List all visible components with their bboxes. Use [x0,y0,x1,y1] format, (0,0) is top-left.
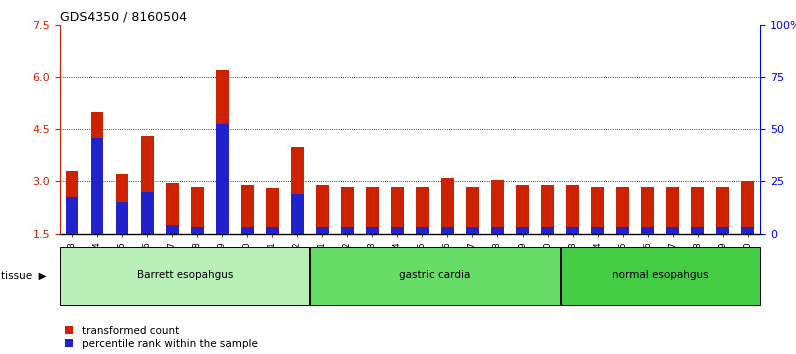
Bar [341,187,353,234]
Bar [91,138,103,234]
Bar [591,227,604,234]
FancyBboxPatch shape [560,247,759,305]
Bar [616,187,629,234]
Bar [166,225,178,234]
Bar [116,175,128,234]
Text: GDS4350 / 8160504: GDS4350 / 8160504 [60,11,187,24]
Bar [391,187,404,234]
Bar [642,227,654,234]
Bar [266,227,279,234]
Bar [416,187,429,234]
Text: normal esopahgus: normal esopahgus [612,270,708,280]
FancyBboxPatch shape [310,247,560,305]
Bar [316,227,329,234]
Bar [341,227,353,234]
Bar [541,227,554,234]
Bar [566,185,579,234]
Bar [241,185,254,234]
Bar [141,192,154,234]
Bar [466,227,478,234]
Bar [692,187,704,234]
Bar [491,227,504,234]
Bar [91,112,103,234]
Bar [266,188,279,234]
Text: gastric cardia: gastric cardia [400,270,470,280]
Bar [616,227,629,234]
Bar [216,70,228,234]
Bar [666,187,679,234]
Bar [66,197,79,234]
Bar [241,227,254,234]
Bar [517,185,529,234]
Bar [666,227,679,234]
Bar [366,227,379,234]
Bar [441,178,454,234]
Bar [517,227,529,234]
Bar [716,187,729,234]
Bar [441,227,454,234]
Bar [741,227,754,234]
Bar [291,194,303,234]
Bar [316,185,329,234]
Bar [741,181,754,234]
FancyBboxPatch shape [60,247,310,305]
Bar [391,227,404,234]
Bar [66,171,79,234]
Bar [191,187,204,234]
Bar [642,187,654,234]
Bar [716,227,729,234]
Legend: transformed count, percentile rank within the sample: transformed count, percentile rank withi… [65,326,257,349]
Bar [216,124,228,234]
Bar [466,187,478,234]
Bar [141,136,154,234]
Bar [591,187,604,234]
Bar [491,180,504,234]
Bar [191,227,204,234]
Bar [692,227,704,234]
Bar [166,183,178,234]
Bar [116,202,128,234]
Bar [566,227,579,234]
Text: tissue  ▶: tissue ▶ [1,271,46,281]
Bar [366,187,379,234]
Bar [541,185,554,234]
Bar [416,227,429,234]
Bar [291,147,303,234]
Text: Barrett esopahgus: Barrett esopahgus [137,270,233,280]
